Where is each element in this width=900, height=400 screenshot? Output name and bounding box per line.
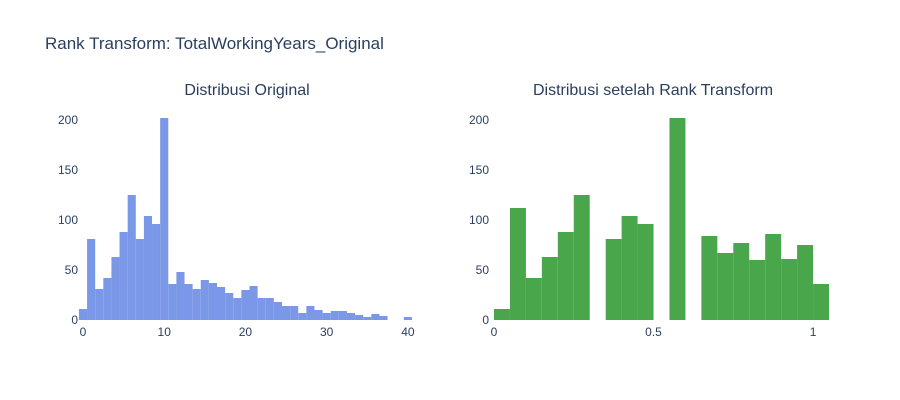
original-bar — [111, 257, 120, 320]
original-bar — [168, 284, 177, 320]
original-x-tick-label: 10 — [158, 325, 172, 339]
original-distribution-subtitle: Distribusi Original — [184, 82, 309, 99]
rank-distribution-subtitle: Distribusi setelah Rank Transform — [533, 82, 773, 99]
original-bar — [346, 313, 356, 320]
original-bar — [355, 315, 364, 320]
original-bar — [119, 232, 128, 320]
rank-bar — [717, 253, 734, 320]
original-bar — [273, 302, 282, 320]
original-bar — [200, 280, 209, 320]
chart-title: Rank Transform: TotalWorkingYears_Origin… — [45, 34, 384, 53]
original-bars — [78, 118, 412, 320]
original-bar — [78, 309, 88, 320]
rank-y-tick-label: 50 — [476, 263, 490, 277]
original-y-ticks: 0 50 100 150 200 — [58, 113, 78, 327]
original-bar — [281, 306, 291, 320]
original-bar — [184, 284, 193, 320]
original-y-tick-label: 150 — [58, 163, 78, 177]
original-y-tick-label: 50 — [65, 263, 79, 277]
original-bar — [160, 118, 169, 320]
original-bar — [257, 298, 266, 320]
rank-bar — [669, 118, 686, 320]
original-bar — [265, 298, 274, 320]
rank-bar — [525, 278, 542, 320]
original-x-tick-label: 20 — [239, 325, 253, 339]
rank-bar — [765, 234, 782, 320]
original-bar — [403, 317, 412, 320]
original-bar — [306, 306, 315, 320]
original-bar — [152, 224, 161, 320]
original-x-tick-label: 40 — [401, 325, 415, 339]
rank-bar — [494, 309, 510, 320]
rank-bar — [509, 208, 526, 320]
original-y-tick-label: 100 — [58, 213, 78, 227]
rank-distribution-panel: Distribusi setelah Rank Transform 0 0.5 1 … — [469, 82, 829, 339]
original-bar — [314, 310, 323, 320]
original-y-tick-label: 0 — [71, 313, 78, 327]
original-bar — [363, 317, 372, 320]
original-bar — [379, 316, 388, 320]
rank-bars — [494, 118, 829, 320]
rank-bar — [557, 232, 574, 320]
original-bar — [87, 239, 96, 320]
original-bar — [290, 306, 299, 320]
rank-bar — [605, 239, 622, 320]
original-bar — [217, 287, 226, 320]
rank-bar — [813, 284, 829, 320]
original-bar — [322, 313, 331, 320]
original-bar — [233, 298, 242, 320]
original-bar — [143, 216, 153, 320]
original-bar — [176, 272, 185, 320]
rank-y-tick-label: 0 — [482, 313, 489, 327]
rank-y-ticks: 0 50 100 150 200 — [469, 113, 489, 327]
original-bar — [192, 289, 201, 320]
rank-bar — [637, 224, 654, 320]
rank-bar — [541, 257, 558, 320]
rank-bar — [701, 236, 718, 320]
original-bar — [127, 195, 136, 320]
rank-x-ticks: 0 0.5 1 — [491, 325, 817, 339]
original-x-tick-label: 30 — [320, 325, 334, 339]
original-bar — [298, 313, 307, 320]
rank-bar — [781, 259, 798, 320]
rank-bar — [749, 260, 766, 320]
rank-y-tick-label: 200 — [469, 113, 489, 127]
original-x-ticks: 0 10 20 30 40 — [80, 325, 415, 339]
original-bar — [371, 314, 380, 320]
original-bar — [208, 283, 218, 320]
original-y-tick-label: 200 — [58, 113, 78, 127]
original-bar — [225, 293, 234, 320]
original-bar — [241, 290, 250, 320]
rank-bar — [573, 195, 590, 320]
original-bar — [330, 311, 339, 320]
rank-bar — [797, 245, 814, 320]
rank-y-tick-label: 100 — [469, 213, 489, 227]
original-bar — [338, 311, 347, 320]
original-distribution-panel: Distribusi Original 0 10 20 30 40 0 50 100 150 2… — [58, 82, 415, 339]
original-bar — [249, 286, 258, 320]
rank-x-tick-label: 0 — [491, 325, 498, 339]
rank-bar — [621, 216, 638, 320]
rank-x-tick-label: 0.5 — [645, 325, 662, 339]
original-bar — [95, 289, 104, 320]
original-x-tick-label: 0 — [80, 325, 87, 339]
original-bar — [135, 239, 144, 320]
rank-bar — [733, 243, 750, 320]
rank-x-tick-label: 1 — [810, 325, 817, 339]
original-bar — [103, 278, 112, 320]
rank-y-tick-label: 150 — [469, 163, 489, 177]
